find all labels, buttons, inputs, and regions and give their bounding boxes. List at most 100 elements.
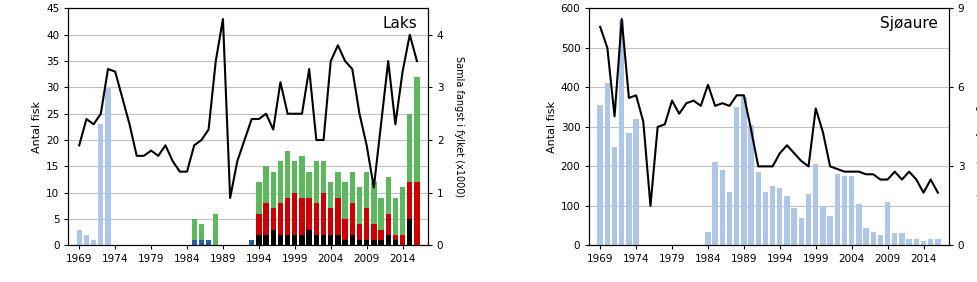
Bar — [393, 198, 398, 235]
Bar — [711, 162, 717, 245]
Bar — [841, 176, 846, 245]
Bar — [191, 240, 196, 245]
Bar — [704, 232, 710, 245]
Bar — [320, 235, 326, 245]
Bar — [612, 147, 616, 245]
Bar — [378, 240, 383, 245]
Bar — [363, 172, 369, 208]
Bar — [306, 198, 312, 230]
Bar — [913, 239, 918, 245]
Bar — [106, 87, 110, 245]
Bar — [349, 172, 355, 203]
Bar — [349, 203, 355, 235]
Bar — [726, 192, 732, 245]
Y-axis label: Samla fangst i fylket (x1000): Samla fangst i fylket (x1000) — [454, 56, 464, 197]
Bar — [898, 233, 904, 245]
Bar — [820, 206, 825, 245]
Bar — [191, 219, 196, 240]
Bar — [378, 198, 383, 230]
Bar — [306, 230, 312, 245]
Bar — [747, 125, 753, 245]
Bar — [777, 188, 782, 245]
Bar — [363, 240, 369, 245]
Bar — [84, 235, 89, 245]
Bar — [98, 124, 104, 245]
Bar — [784, 196, 788, 245]
Bar — [284, 235, 290, 245]
Bar — [314, 161, 319, 203]
Bar — [357, 188, 361, 224]
Bar — [292, 161, 297, 193]
Bar — [263, 166, 269, 203]
Bar — [406, 114, 412, 182]
Bar — [256, 182, 261, 214]
Bar — [327, 182, 333, 208]
Bar — [833, 174, 839, 245]
Bar — [342, 219, 348, 240]
Bar — [263, 235, 269, 245]
Bar — [277, 235, 282, 245]
Bar — [314, 235, 319, 245]
Bar — [314, 203, 319, 235]
Bar — [271, 172, 276, 208]
Bar — [256, 214, 261, 235]
Bar — [618, 20, 623, 245]
Bar — [327, 235, 333, 245]
Bar — [827, 216, 832, 245]
Bar — [719, 170, 724, 245]
Bar — [755, 172, 760, 245]
Bar — [271, 230, 276, 245]
Y-axis label: Antal fisk: Antal fisk — [546, 101, 556, 153]
Bar — [393, 235, 398, 240]
Bar — [335, 198, 340, 235]
Bar — [891, 233, 897, 245]
Y-axis label: Samla fangst i fylket (x1000): Samla fangst i fylket (x1000) — [974, 56, 977, 197]
Bar — [414, 77, 419, 182]
Bar — [414, 182, 419, 245]
Bar — [198, 240, 204, 245]
Bar — [769, 186, 775, 245]
Bar — [206, 240, 211, 245]
Bar — [604, 83, 610, 245]
Bar — [256, 235, 261, 245]
Bar — [848, 176, 854, 245]
Bar — [370, 240, 376, 245]
Bar — [76, 230, 82, 245]
Bar — [271, 208, 276, 230]
Bar — [393, 240, 398, 245]
Bar — [277, 203, 282, 235]
Bar — [357, 224, 361, 240]
Bar — [213, 214, 218, 245]
Bar — [198, 224, 204, 240]
Bar — [855, 204, 861, 245]
Bar — [920, 241, 925, 245]
Bar — [406, 219, 412, 245]
Bar — [798, 218, 803, 245]
Bar — [400, 188, 404, 235]
Bar — [299, 235, 305, 245]
Bar — [884, 202, 889, 245]
Bar — [400, 235, 404, 245]
Bar — [741, 97, 745, 245]
Bar — [284, 198, 290, 235]
Bar — [306, 172, 312, 198]
Bar — [385, 177, 391, 214]
Bar — [790, 208, 796, 245]
Bar — [385, 214, 391, 235]
Bar — [342, 182, 348, 219]
Bar — [363, 208, 369, 240]
Bar — [327, 208, 333, 235]
Bar — [320, 193, 326, 235]
Bar — [370, 224, 376, 240]
Bar — [625, 133, 631, 245]
Bar — [863, 228, 868, 245]
Bar — [284, 151, 290, 198]
Bar — [762, 192, 767, 245]
Bar — [876, 235, 882, 245]
Bar — [292, 235, 297, 245]
Bar — [91, 240, 96, 245]
Bar — [335, 172, 340, 198]
Bar — [299, 156, 305, 198]
Bar — [734, 107, 739, 245]
Bar — [870, 232, 875, 245]
